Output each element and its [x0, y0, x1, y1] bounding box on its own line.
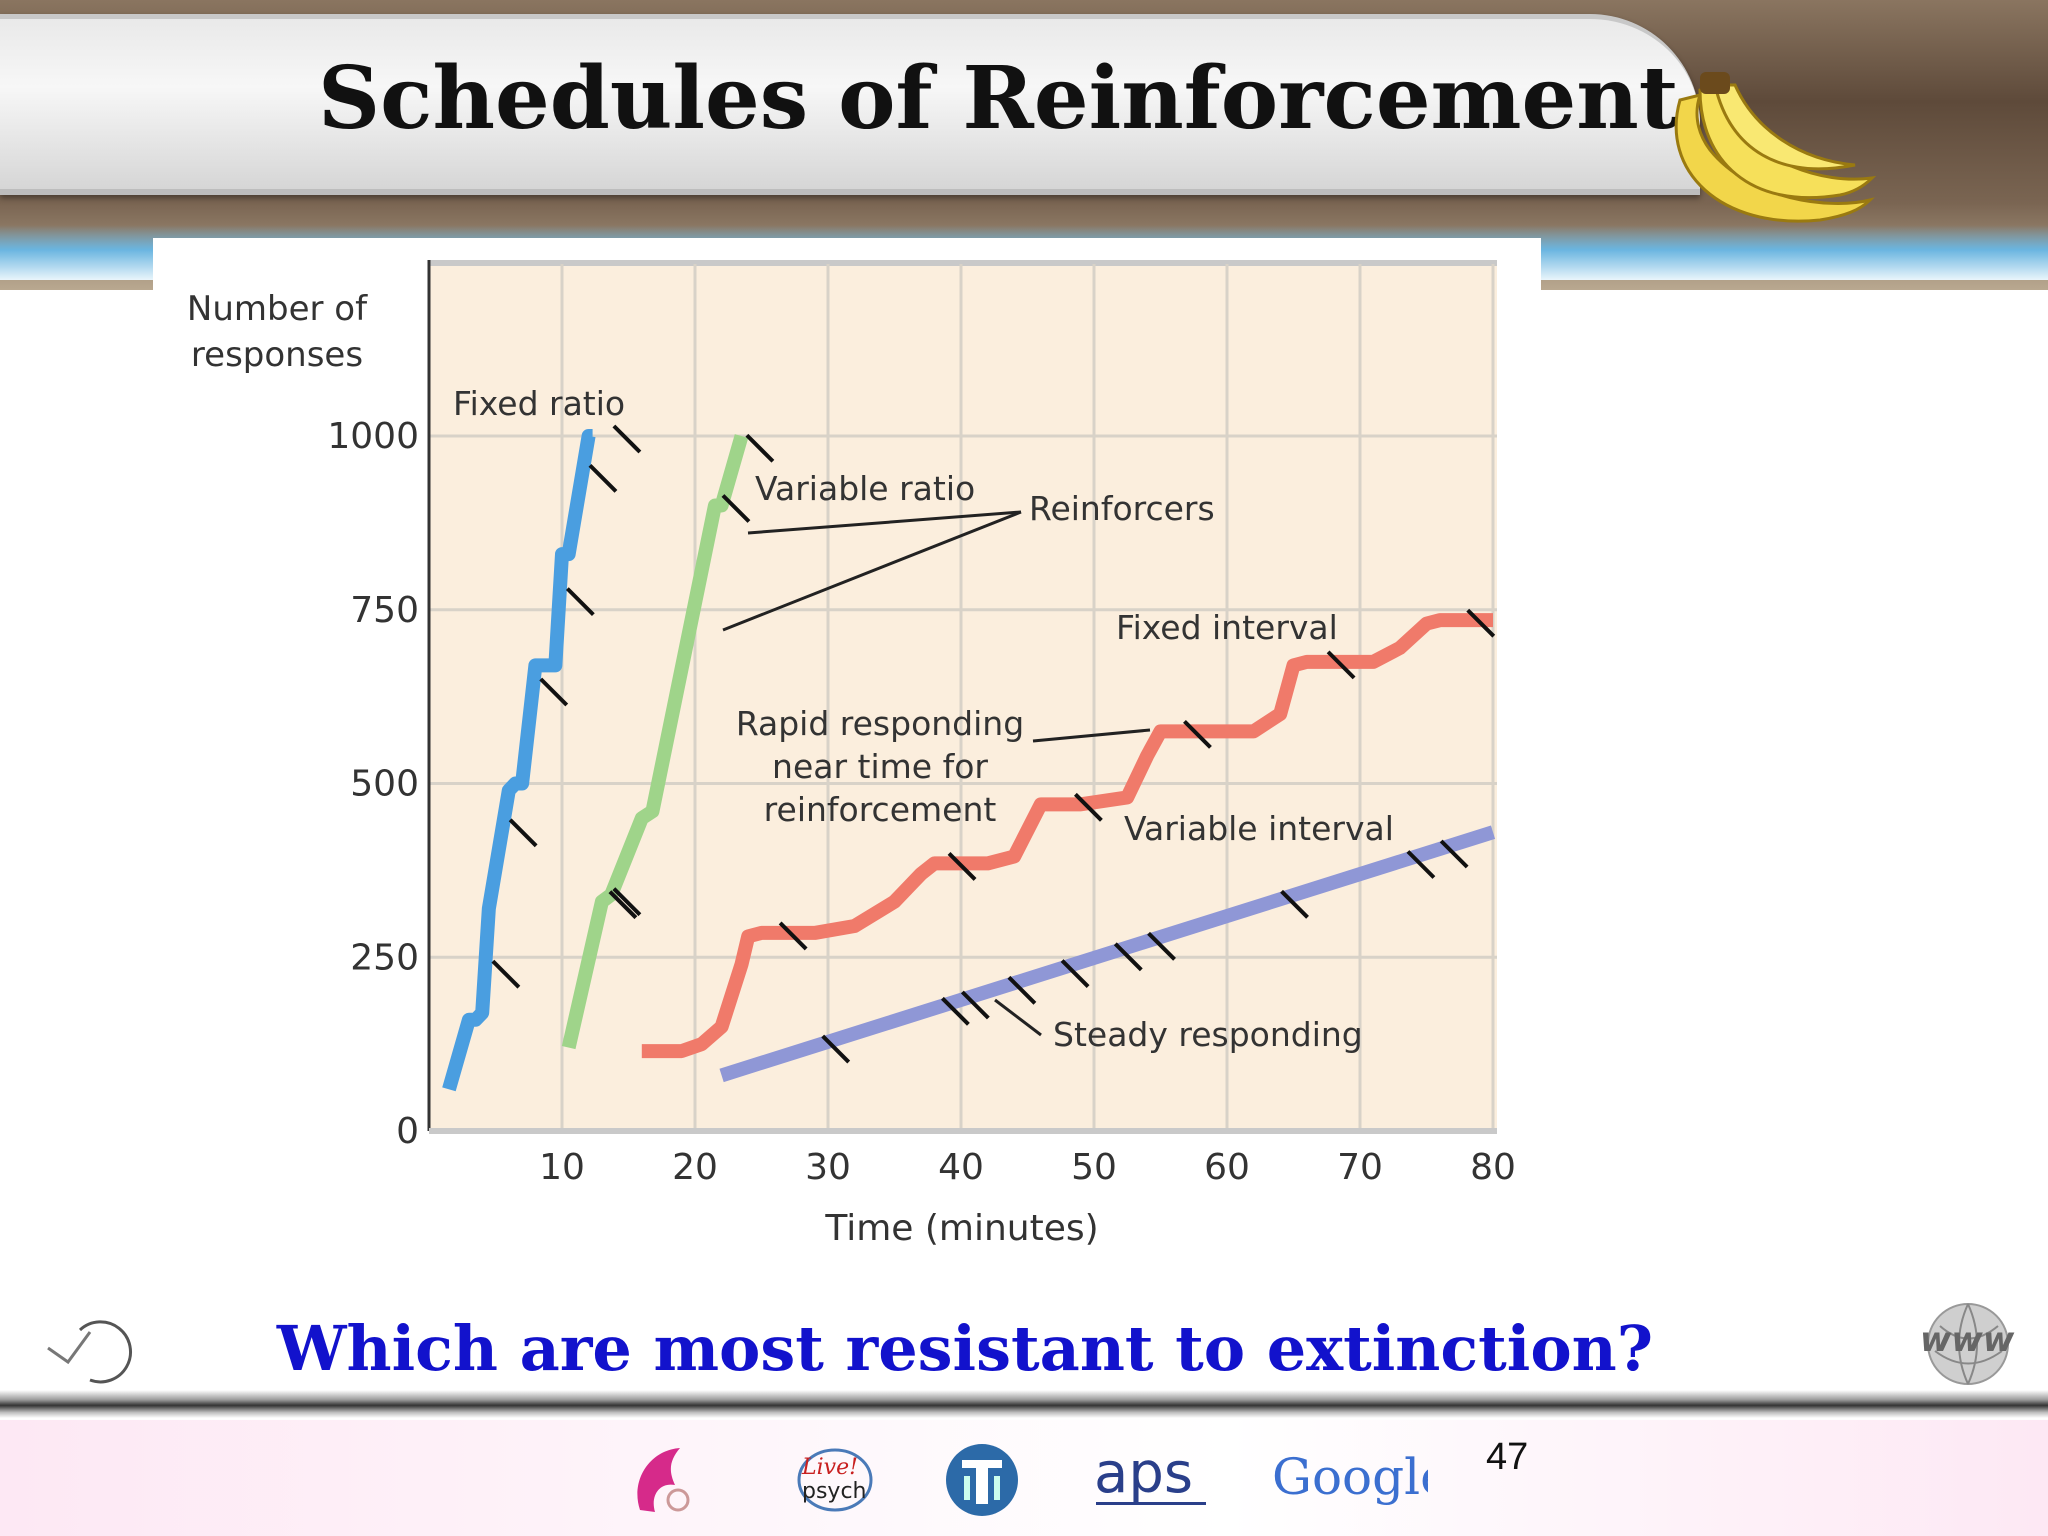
annotation-reinforcers: Reinforcers — [1029, 489, 1215, 528]
reinforcer-mark — [565, 587, 595, 617]
footer-divider — [0, 1390, 2048, 1418]
x-tick-label: 80 — [1470, 1147, 1516, 1188]
x-tick-label: 50 — [1071, 1147, 1117, 1188]
series-label-fixed-interval: Fixed interval — [1116, 608, 1338, 647]
aps-logo-icon[interactable]: aps — [1090, 1440, 1220, 1520]
reinforcer-mark — [960, 990, 990, 1020]
psych-logo-label: psych — [802, 1479, 867, 1504]
x-tick-label: 40 — [938, 1147, 984, 1188]
y-tick-label: 0 — [396, 1111, 419, 1152]
back-arrow-icon[interactable] — [40, 1310, 140, 1390]
page-number: 47 — [1486, 1436, 1529, 1478]
series-label-fixed-ratio: Fixed ratio — [453, 384, 625, 423]
reinforcer-mark — [940, 996, 970, 1026]
x-axis-label: Time (minutes) — [824, 1208, 1098, 1249]
reinforcer-mark — [612, 424, 642, 454]
www-label: www — [1920, 1320, 2015, 1360]
google-logo-label: Google — [1272, 1448, 1428, 1506]
x-tick-label: 10 — [539, 1147, 585, 1188]
x-tick-label: 20 — [672, 1147, 718, 1188]
live-psych-logo-icon[interactable]: Live! psych — [790, 1440, 880, 1520]
title-bar — [0, 14, 1700, 195]
steady-responding-pointer — [994, 998, 1042, 1037]
y-tick-label: 1000 — [327, 416, 419, 457]
apa-logo-icon[interactable] — [942, 1440, 1022, 1520]
series-label-variable-interval: Variable interval — [1124, 809, 1394, 848]
reinforcer-mark — [821, 1034, 851, 1064]
reinforcers-pointer-1 — [747, 510, 1022, 535]
reinforcer-mark — [588, 463, 618, 493]
series-line-variable-interval — [719, 825, 1496, 1083]
reinforcer-mark — [1280, 889, 1309, 919]
reinforcer-mark — [947, 852, 977, 881]
google-logo-icon[interactable]: Google — [1268, 1440, 1428, 1520]
question-text: Which are most resistant to extinction? — [276, 1312, 1654, 1385]
reinforcer-mark — [1406, 850, 1436, 879]
series-line-fixed-interval — [641, 613, 1493, 1059]
annotation-rapid-line-2: near time for — [772, 747, 988, 786]
www-globe-icon[interactable]: www — [1910, 1296, 2020, 1396]
live-logo-label: Live! — [801, 1455, 858, 1480]
annotation-rapid-line-3: reinforcement — [764, 790, 997, 829]
reinforcer-mark — [778, 921, 808, 951]
reinforcer-mark — [1113, 942, 1143, 972]
reinforcer-mark — [1147, 931, 1176, 961]
annotation-steady-responding: Steady responding — [1053, 1015, 1363, 1054]
plot-top-border — [429, 260, 1497, 266]
dolphin-logo-icon[interactable] — [620, 1440, 700, 1520]
y-axis-label-line-1: Number of — [187, 289, 368, 329]
reinforcer-mark — [491, 959, 521, 989]
reinforcer-mark — [508, 818, 538, 848]
reinforcement-chart: 10 20 30 40 50 60 70 80 0 250 500 750 1000 Number of… — [187, 260, 1516, 1249]
y-tick-label: 500 — [350, 764, 419, 805]
reinforcer-mark — [1439, 839, 1469, 869]
x-tick-label: 60 — [1204, 1147, 1250, 1188]
reinforcer-mark — [612, 887, 642, 917]
rapid-responding-pointer — [1032, 728, 1151, 743]
reinforcer-mark — [1466, 608, 1496, 638]
reinforcers-pointer-2 — [722, 510, 1022, 632]
reinforcer-mark — [1060, 959, 1090, 988]
y-tick-label: 750 — [350, 590, 419, 631]
banana-icon — [1674, 72, 1877, 223]
reinforcer-mark — [608, 890, 638, 920]
series-label-variable-ratio: Variable ratio — [755, 469, 975, 508]
reinforcer-mark — [1073, 792, 1103, 822]
aps-logo-label: aps — [1094, 1441, 1193, 1506]
series-line-variable-ratio — [561, 434, 749, 1050]
reinforcer-mark — [1007, 975, 1037, 1005]
reinforcer-mark — [539, 677, 569, 707]
y-axis-label-line-2: responses — [191, 335, 363, 375]
x-tick-label: 70 — [1337, 1147, 1383, 1188]
footer-bar — [0, 1420, 2048, 1536]
y-tick-label: 250 — [350, 937, 419, 978]
reinforcer-mark — [721, 494, 751, 523]
reinforcer-mark — [745, 433, 775, 463]
x-tick-label: 30 — [805, 1147, 851, 1188]
slide-title: Schedules of Reinforcement — [318, 48, 1679, 149]
reinforcer-mark — [1326, 650, 1356, 680]
series-line-fixed-ratio — [442, 429, 596, 1092]
plot-area — [429, 264, 1497, 1131]
annotation-rapid-line-1: Rapid responding — [736, 704, 1024, 743]
reinforcer-mark — [1183, 719, 1212, 749]
